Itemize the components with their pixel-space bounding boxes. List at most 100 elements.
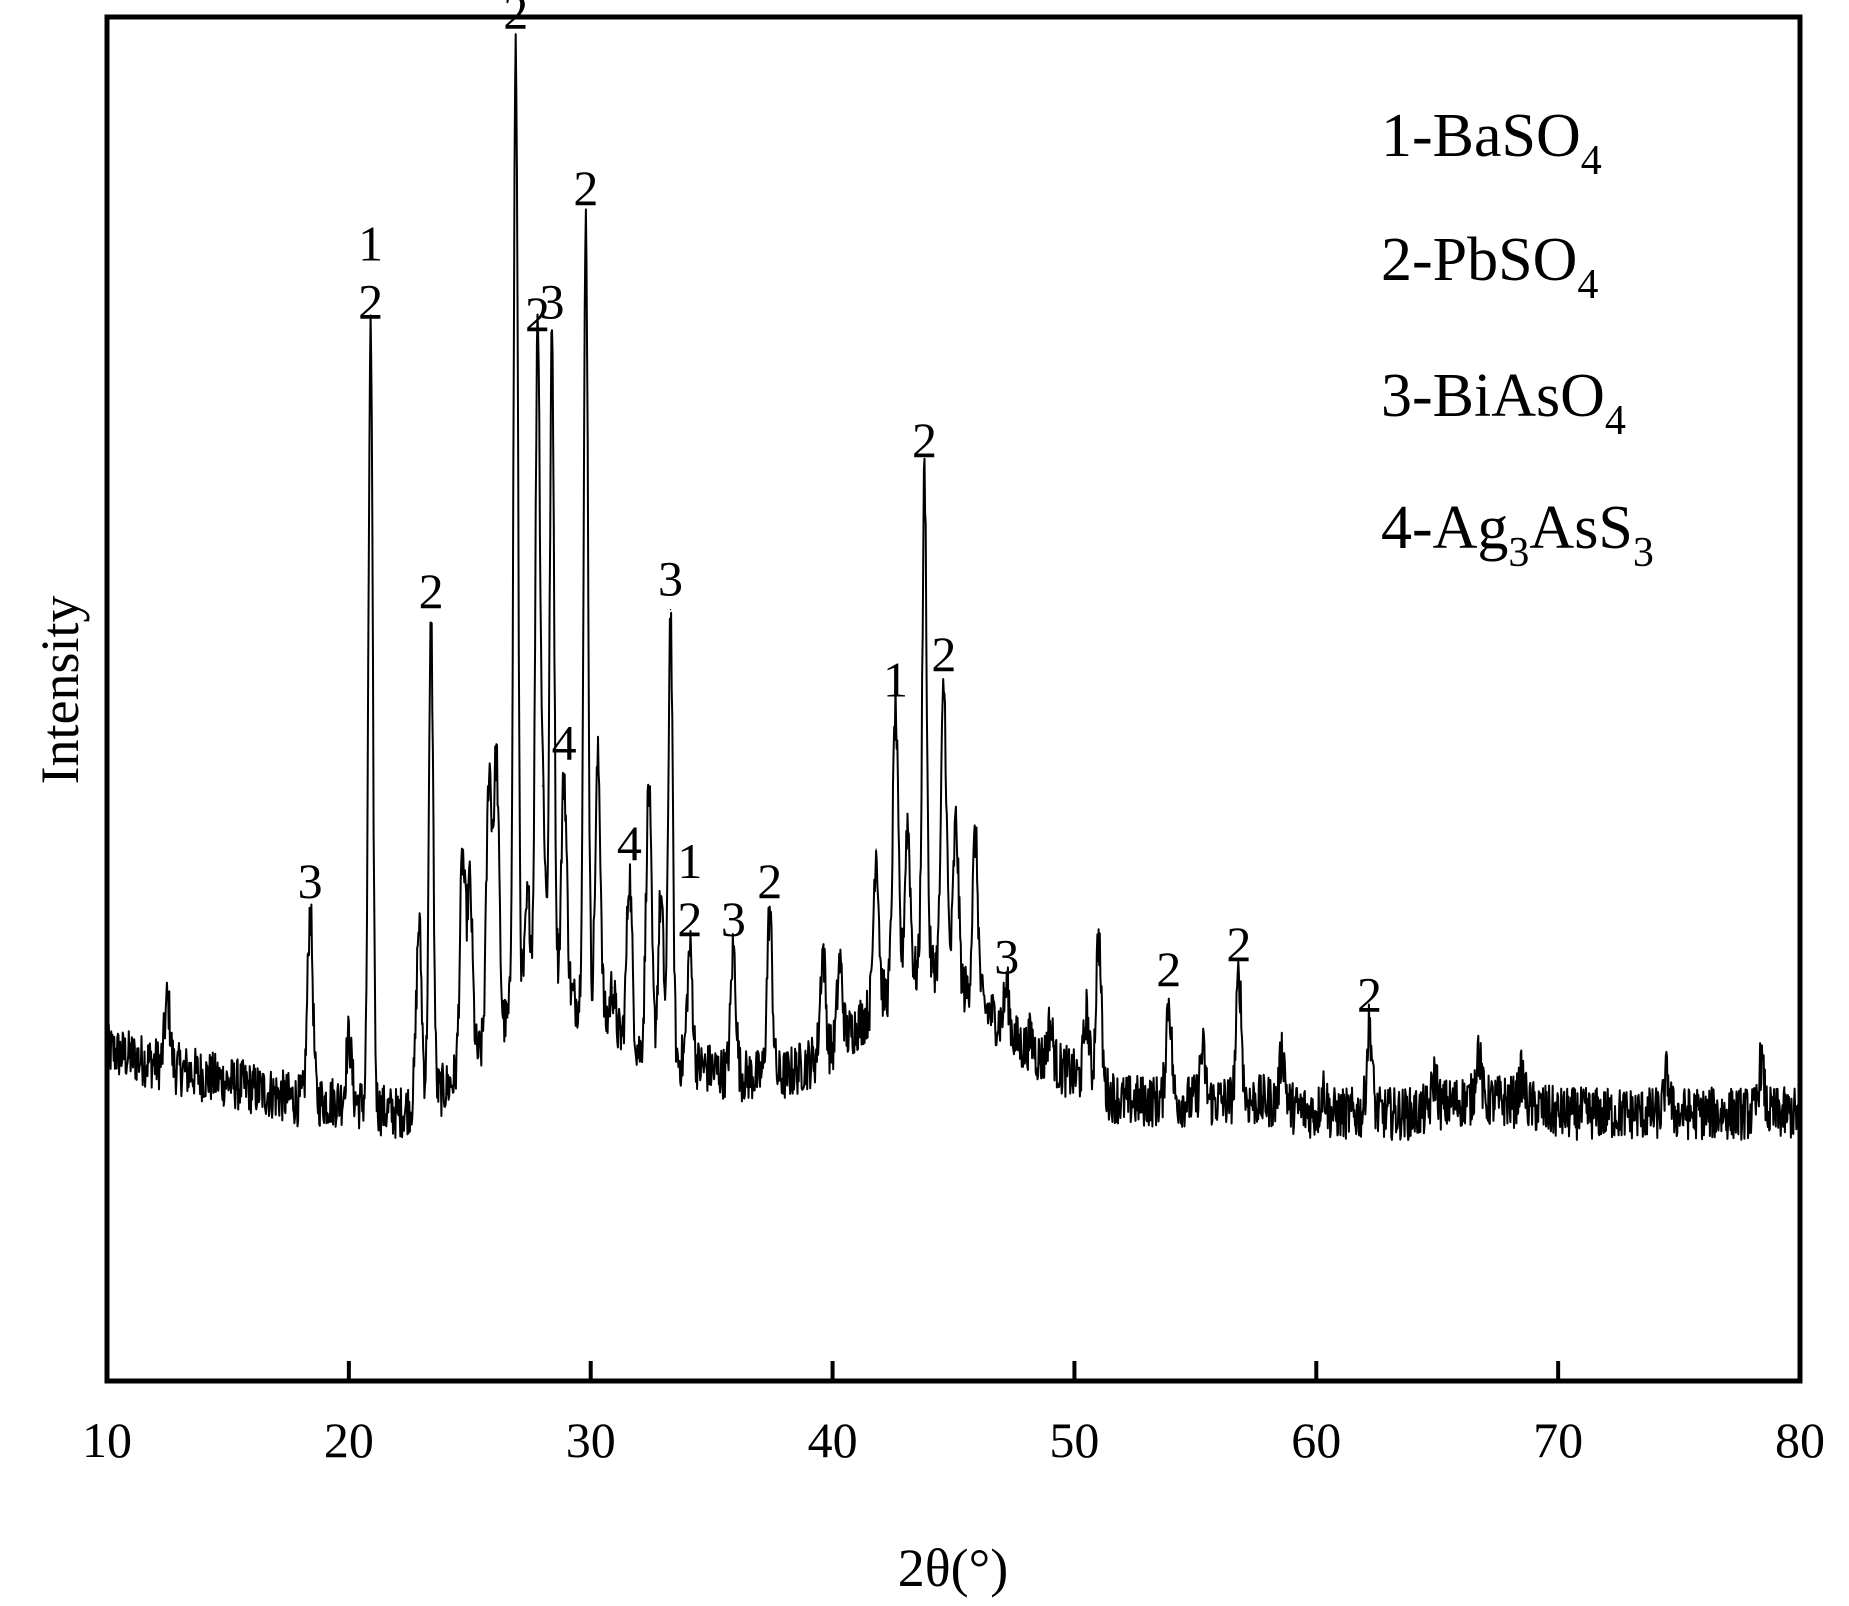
peak-point-18	[611, 987, 614, 989]
peak-point-14	[551, 331, 553, 333]
legend-entry-1-text: 1-BaSO	[1381, 102, 1581, 170]
legend-entry-4-subscript: 3	[1508, 530, 1529, 576]
legend-entry-3: 3-BiAsO4	[1381, 362, 1626, 444]
peak-label-29-0: 1	[883, 651, 908, 707]
x-axis-tick-labels: 10 20 30 40 50 60 70 80	[82, 1412, 1825, 1468]
peak-point-44	[1322, 1087, 1325, 1089]
peak-point-5	[430, 621, 432, 623]
peak-point-27	[839, 961, 841, 964]
peak-label-12-0: 2	[525, 286, 550, 342]
peak-point-36	[1030, 1037, 1032, 1039]
legend-entry-2: 2-PbSO4	[1381, 226, 1598, 308]
peak-point-38	[1085, 1012, 1088, 1014]
peak-point-40	[1168, 999, 1170, 1001]
peak-point-49	[1666, 1075, 1668, 1077]
x-axis-title: 2θ(°)	[898, 1538, 1008, 1598]
plot-frame	[104, 14, 1803, 1384]
peak-point-32	[943, 684, 945, 686]
peak-label-3-0: 1	[358, 215, 383, 271]
peak-point-3	[370, 331, 372, 333]
peak-label-24-0: 3	[721, 891, 746, 947]
peak-label-22-0: 3	[658, 551, 683, 607]
peak-label-14-0: 3	[540, 273, 565, 329]
peak-point-47	[1477, 1050, 1479, 1052]
peak-point-1	[309, 911, 311, 913]
peak-point-39	[1098, 936, 1100, 938]
peak-point-13	[541, 785, 543, 787]
peak-label-3-1: 2	[358, 273, 383, 329]
x-tick-label-60: 60	[1291, 1412, 1341, 1468]
peak-point-35	[1006, 987, 1008, 989]
peak-point-48	[1521, 1075, 1523, 1077]
legend-entry-1: 1-BaSO4	[1381, 102, 1602, 184]
peak-label-31-0: 2	[912, 412, 937, 468]
peak-point-50	[1760, 1062, 1762, 1064]
peak-label-10-0: 2	[503, 0, 528, 40]
peak-point-33	[955, 823, 957, 825]
peak-point-28	[875, 848, 877, 850]
legend-entry-2-subscript: 4	[1577, 262, 1598, 308]
peak-point-8	[488, 772, 490, 775]
legend-entry-2-text: 2-PbSO	[1381, 226, 1577, 294]
peak-point-46	[1434, 1075, 1436, 1077]
y-axis-title: Intensity	[30, 596, 90, 785]
peak-point-9	[495, 760, 497, 762]
peak-point-16	[585, 218, 587, 220]
x-axis-ticks	[105, 1361, 1802, 1381]
peak-point-2	[348, 1037, 350, 1039]
peak-point-37	[1049, 1024, 1051, 1026]
peak-label-23-0: 1	[677, 833, 702, 889]
peak-label-23-1: 2	[677, 891, 702, 947]
peak-label-25-0: 2	[757, 853, 782, 909]
peak-label-35-0: 3	[994, 929, 1019, 985]
peak-point-6	[461, 861, 464, 863]
peak-label-32-0: 2	[931, 626, 956, 682]
x-tick-label-30: 30	[566, 1412, 616, 1468]
x-tick-label-50: 50	[1049, 1412, 1099, 1468]
legend-entry-1-subscript: 4	[1581, 138, 1602, 184]
peak-point-19	[628, 873, 631, 875]
peak-point-21	[660, 898, 662, 901]
peak-label-40-0: 2	[1156, 941, 1181, 997]
xrd-pattern-line	[106, 33, 1801, 1141]
x-tick-label-10: 10	[82, 1412, 132, 1468]
peak-point-30	[906, 823, 909, 825]
peak-point-7	[469, 886, 471, 888]
peak-label-42-0: 2	[1226, 916, 1251, 972]
legend-entry-3-subscript: 4	[1605, 398, 1626, 444]
peak-point-29	[894, 709, 897, 712]
peak-point-31	[923, 470, 926, 472]
peak-point-10	[515, 42, 517, 44]
peak-point-42	[1238, 974, 1240, 976]
legend-entry-4-text: 4-Ag	[1381, 494, 1508, 562]
peak-point-24	[732, 949, 735, 951]
x-tick-label-70: 70	[1533, 1412, 1583, 1468]
peak-point-15	[563, 772, 565, 775]
peak-point-23	[689, 949, 691, 951]
peak-point-41	[1202, 1050, 1204, 1052]
peak-point-34	[974, 835, 976, 838]
peak-label-45-0: 2	[1357, 966, 1382, 1022]
legend-entry-3-text: 3-BiAsO	[1381, 362, 1605, 430]
peak-point-0	[166, 999, 169, 1001]
peak-point-12	[536, 344, 539, 346]
peak-label-16-0: 2	[573, 160, 598, 216]
peak-markers	[166, 42, 1762, 1089]
peak-point-25	[769, 911, 771, 913]
peak-point-45	[1368, 1024, 1371, 1026]
legend: 1-BaSO4 2-PbSO4 3-BiAsO4 4-Ag3AsS3	[1381, 102, 1654, 576]
peak-point-20	[648, 785, 650, 787]
peak-label-1-0: 3	[298, 853, 323, 909]
peak-point-22	[669, 609, 672, 611]
peak-point-43	[1281, 1050, 1284, 1052]
peak-point-17	[597, 760, 599, 762]
legend-entry-4: 4-Ag3AsS3	[1381, 494, 1654, 576]
peak-point-4	[418, 924, 420, 926]
x-tick-label-80: 80	[1775, 1412, 1825, 1468]
peak-point-26	[822, 949, 824, 951]
legend-entry-4-text-2: AsS	[1529, 494, 1632, 562]
peak-label-19-0: 4	[617, 815, 642, 871]
x-tick-label-20: 20	[324, 1412, 374, 1468]
